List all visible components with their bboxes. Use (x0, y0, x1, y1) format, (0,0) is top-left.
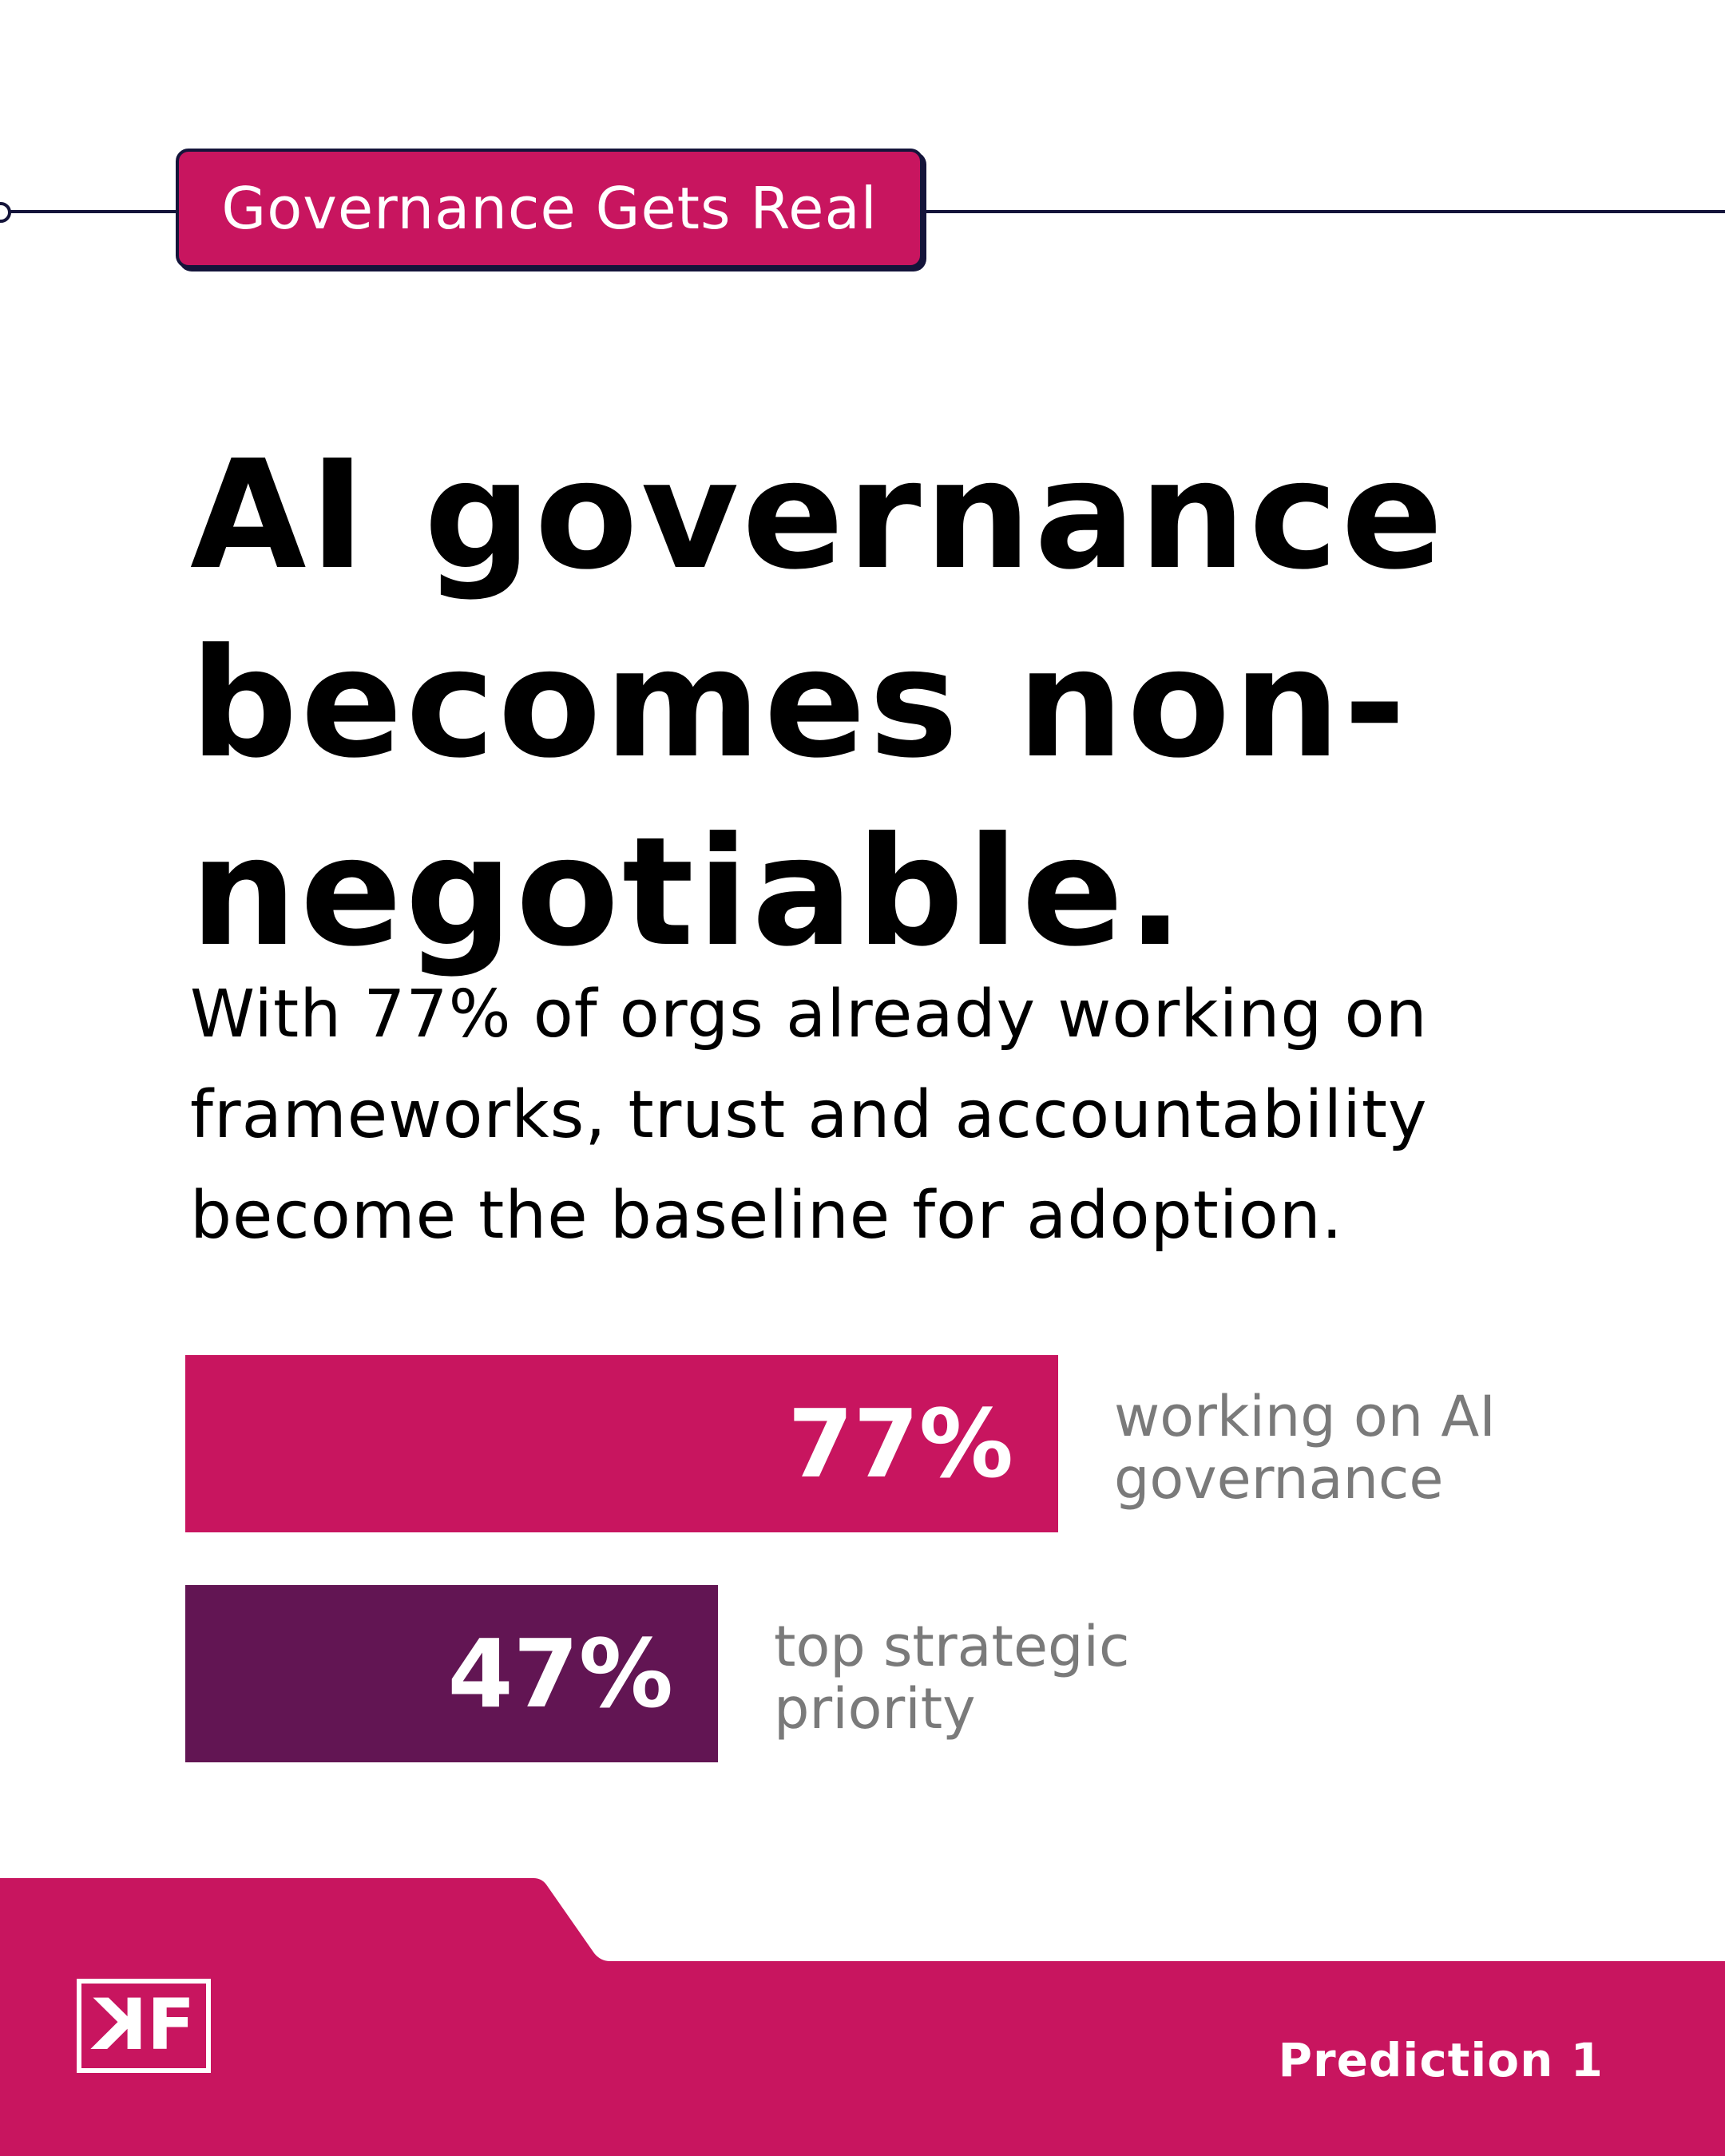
logo-letter-k: K (92, 1984, 148, 2066)
kf-logo: KF (77, 1979, 211, 2073)
bar-top-strategic-priority: 47% (185, 1585, 718, 1762)
subtext-line: become the baseline for adoption. (190, 1178, 1343, 1254)
subtext-line: frameworks, trust and accountability (190, 1077, 1428, 1153)
subtext-line: With 77% of orgs already working on (190, 977, 1428, 1052)
footer-shape (0, 1878, 1725, 2156)
prediction-label: Prediction 1 (1278, 2033, 1604, 2087)
header-rule-left (0, 210, 177, 213)
bar-category-line: priority (774, 1676, 976, 1742)
bar-value-label: 77% (787, 1389, 1013, 1499)
bar-category-label: top strategic priority (774, 1615, 1129, 1740)
bar-category-line: working on AI (1114, 1384, 1496, 1449)
bar-category-line: governance (1114, 1446, 1444, 1512)
headline-line: AI governance (190, 428, 1446, 603)
headline-line: negotiable. (190, 805, 1188, 980)
headline: AI governance becomes non- negotiable. (190, 422, 1548, 987)
bar-category-label: working on AI governance (1114, 1385, 1496, 1510)
header-rule-dot (0, 202, 11, 223)
footer-band (0, 1878, 1725, 2156)
section-tag: Governance Gets Real (176, 149, 923, 268)
bar-working-on-ai-governance: 77% (185, 1355, 1058, 1532)
header-rule-right (923, 210, 1725, 213)
headline-line: becomes non- (190, 616, 1410, 791)
subtext: With 77% of orgs already working on fram… (190, 965, 1596, 1266)
bar-category-line: top strategic (774, 1614, 1130, 1679)
bar-value-label: 47% (447, 1619, 673, 1729)
logo-letter-f: F (147, 1984, 196, 2066)
